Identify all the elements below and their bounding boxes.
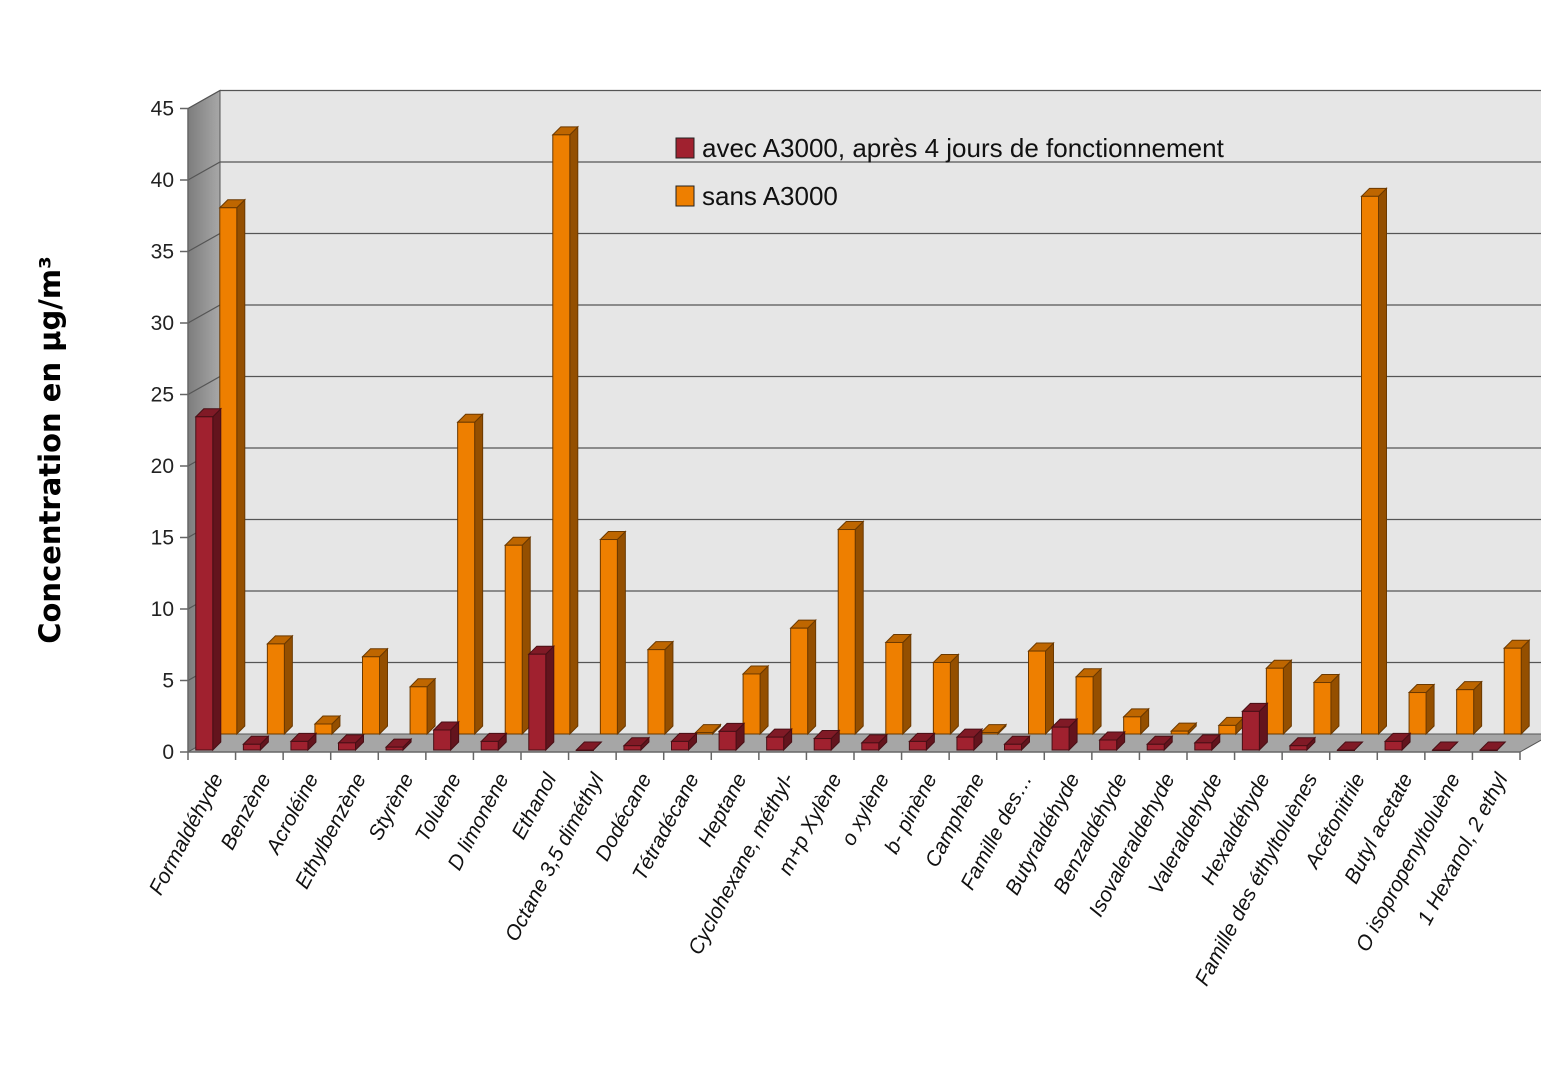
bar-series-1 bbox=[289, 732, 318, 752]
bar-series-1 bbox=[1193, 733, 1221, 752]
bar-series-1 bbox=[337, 733, 365, 752]
y-tick-label: 25 bbox=[151, 384, 174, 407]
y-tick-label: 20 bbox=[151, 455, 174, 478]
bar-series-2 bbox=[1503, 638, 1531, 736]
bar-series-1 bbox=[860, 733, 888, 752]
bar-series-1 bbox=[1098, 730, 1126, 752]
bar-series-1 bbox=[1479, 741, 1507, 751]
bar-series-2 bbox=[884, 633, 912, 736]
bar-series-1 bbox=[575, 741, 603, 751]
x-category-label: Ethanol bbox=[507, 768, 561, 843]
bar-series-2 bbox=[266, 634, 294, 736]
bar-series-1 bbox=[194, 407, 222, 752]
y-tick-label: 45 bbox=[151, 98, 174, 121]
bar-series-1 bbox=[1288, 736, 1317, 752]
x-category-label: Octane 3,5 diméthyl bbox=[501, 768, 610, 945]
y-tick-label: 5 bbox=[162, 670, 174, 693]
bar-series-2 bbox=[1122, 707, 1150, 736]
bar-series-1 bbox=[242, 735, 270, 752]
bar-series-1 bbox=[1003, 735, 1031, 752]
bars bbox=[194, 125, 1531, 752]
bar-series-1 bbox=[432, 720, 460, 752]
gridline bbox=[187, 89, 1541, 110]
bar-series-2 bbox=[456, 413, 484, 736]
bar-series-1 bbox=[1146, 735, 1174, 752]
bar-series-2 bbox=[1027, 641, 1055, 736]
bar-series-2 bbox=[932, 653, 960, 736]
bar-series-2 bbox=[1360, 187, 1388, 736]
bar-series-1 bbox=[1050, 717, 1079, 752]
y-tick-label: 35 bbox=[151, 241, 174, 264]
bar-series-2 bbox=[1074, 667, 1103, 736]
bar-series-2 bbox=[1407, 683, 1436, 736]
category-labels: FormaldéhydeBenzèneAcroléineEthylbenzène… bbox=[145, 768, 1513, 989]
bar-series-2 bbox=[361, 647, 389, 736]
bar-series-1 bbox=[1336, 741, 1364, 751]
bar-series-2 bbox=[408, 677, 437, 736]
legend-label: sans A3000 bbox=[702, 181, 838, 211]
bar-series-2 bbox=[979, 723, 1008, 736]
bar-series-2 bbox=[599, 530, 627, 736]
bar-series-2 bbox=[1455, 680, 1483, 736]
chart-walls bbox=[186, 89, 1541, 753]
bar-series-2 bbox=[218, 198, 246, 736]
bar-series-2 bbox=[789, 618, 817, 736]
bar-series-1 bbox=[527, 644, 555, 752]
bar-series-2 bbox=[1312, 673, 1341, 736]
bar-series-2 bbox=[1265, 659, 1293, 736]
bar-series-2 bbox=[1170, 721, 1198, 736]
bar-series-1 bbox=[1431, 741, 1459, 751]
gridline bbox=[187, 161, 1541, 181]
bar-series-1 bbox=[670, 732, 698, 752]
bar-series-1 bbox=[384, 737, 413, 752]
y-tick-label: 10 bbox=[151, 598, 174, 621]
legend: avec A3000, après 4 jours de fonctionnem… bbox=[675, 133, 1225, 211]
bar-series-1 bbox=[480, 732, 508, 752]
bar-series-2 bbox=[313, 714, 342, 736]
bar-series-1 bbox=[622, 736, 651, 752]
y-tick-label: 40 bbox=[151, 169, 174, 192]
bar-series-2 bbox=[694, 723, 722, 736]
legend-swatch bbox=[675, 137, 695, 159]
axes bbox=[180, 107, 1521, 760]
back-wall bbox=[219, 90, 1541, 735]
bar-series-1 bbox=[765, 727, 793, 752]
bar-series-2 bbox=[504, 536, 532, 736]
legend-swatch bbox=[675, 185, 695, 207]
bar-series-1 bbox=[1383, 732, 1412, 752]
y-tick-label: 15 bbox=[151, 527, 174, 550]
bar-series-2 bbox=[741, 664, 770, 736]
bar-series-2 bbox=[837, 520, 865, 736]
bar-series-2 bbox=[646, 640, 675, 736]
bar-series-1 bbox=[955, 727, 984, 752]
bar-series-1 bbox=[717, 722, 746, 752]
x-category-label: Styrène bbox=[364, 770, 418, 845]
tick-labels: 0 5 10 15 20 25 30 35 40 45 bbox=[151, 98, 174, 765]
y-tick-label: 0 bbox=[162, 741, 174, 764]
bar-series-1 bbox=[908, 732, 936, 752]
bar-series-1 bbox=[813, 729, 841, 752]
y-axis-label: Concentration en µg/m³ bbox=[33, 256, 67, 644]
bar-series-2 bbox=[551, 125, 579, 736]
bar-series-1 bbox=[1241, 702, 1269, 752]
x-category-label: Formaldéhyde bbox=[145, 770, 228, 899]
legend-label: avec A3000, après 4 jours de fonctionnem… bbox=[702, 133, 1225, 163]
y-tick-label: 30 bbox=[151, 312, 174, 335]
x-category-label: Toluène bbox=[411, 770, 466, 846]
